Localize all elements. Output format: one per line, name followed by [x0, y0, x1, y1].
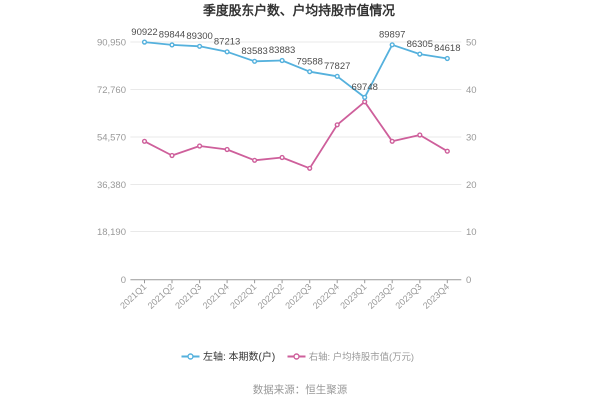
svg-text:30: 30	[466, 132, 477, 143]
svg-text:87213: 87213	[214, 37, 240, 48]
svg-text:83883: 83883	[269, 45, 295, 56]
svg-text:54,570: 54,570	[97, 132, 126, 143]
svg-text:36,380: 36,380	[97, 180, 126, 191]
svg-text:72,760: 72,760	[97, 85, 126, 96]
svg-text:10: 10	[466, 227, 477, 238]
svg-text:90,950: 90,950	[97, 37, 126, 48]
svg-text:右轴: 户均持股市值(万元): 右轴: 户均持股市值(万元)	[309, 351, 414, 362]
svg-text:20: 20	[466, 180, 477, 191]
svg-text:90922: 90922	[131, 27, 157, 38]
svg-text:0: 0	[121, 275, 126, 286]
svg-text:40: 40	[466, 85, 477, 96]
svg-text:89300: 89300	[186, 31, 212, 42]
svg-text:79588: 79588	[296, 56, 322, 67]
svg-text:89897: 89897	[379, 30, 405, 41]
svg-text:83583: 83583	[241, 46, 267, 57]
svg-text:0: 0	[466, 275, 471, 286]
svg-text:84618: 84618	[434, 43, 460, 54]
svg-text:77827: 77827	[324, 61, 350, 72]
svg-text:左轴: 本期数(户): 左轴: 本期数(户)	[203, 350, 275, 363]
svg-text:89844: 89844	[159, 30, 185, 41]
svg-text:50: 50	[466, 37, 477, 48]
svg-text:18,190: 18,190	[97, 227, 126, 238]
svg-text:数据来源：恒生聚源: 数据来源：恒生聚源	[253, 383, 348, 396]
svg-text:季度股东户数、户均持股市值情况: 季度股东户数、户均持股市值情况	[203, 3, 395, 18]
svg-text:86305: 86305	[407, 39, 433, 50]
svg-text:69748: 69748	[351, 82, 377, 93]
